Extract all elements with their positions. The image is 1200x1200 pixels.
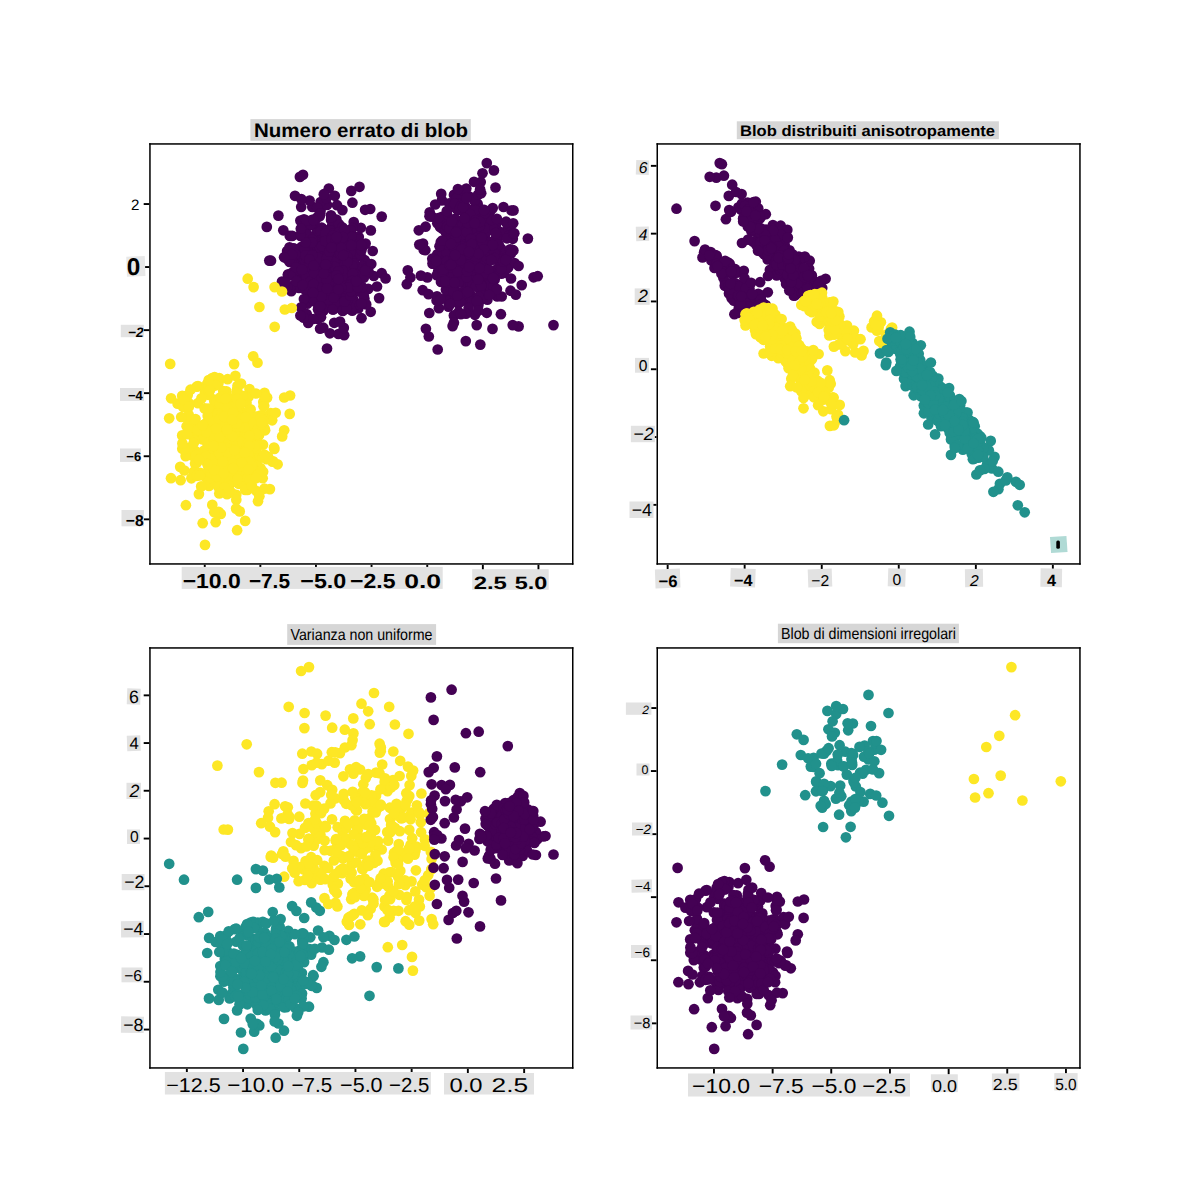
svg-text:2: 2 <box>641 703 649 717</box>
svg-text:−6: −6 <box>658 572 677 591</box>
svg-text:5.0: 5.0 <box>1055 1076 1077 1094</box>
svg-text:2.5: 2.5 <box>474 573 507 593</box>
svg-text:−7.5: −7.5 <box>759 1076 804 1098</box>
svg-text:2: 2 <box>128 781 139 801</box>
svg-text:Numero errato di blob: Numero errato di blob <box>254 120 468 142</box>
svg-text:−8: −8 <box>123 1015 143 1035</box>
svg-text:−4: −4 <box>632 500 652 520</box>
svg-text:−2.5: −2.5 <box>862 1076 906 1098</box>
svg-text:0.0: 0.0 <box>450 1075 483 1097</box>
svg-text:−2: −2 <box>124 872 144 892</box>
svg-text:−12.5: −12.5 <box>166 1075 221 1097</box>
svg-text:−2.5: −2.5 <box>350 571 396 593</box>
svg-text:0.0: 0.0 <box>404 571 441 593</box>
svg-text:5.0: 5.0 <box>515 573 548 593</box>
svg-text:−2.5: −2.5 <box>389 1075 429 1097</box>
svg-text:0: 0 <box>127 254 141 281</box>
svg-text:2.5: 2.5 <box>492 1075 529 1097</box>
svg-text:0: 0 <box>130 829 139 846</box>
svg-text:−6: −6 <box>124 968 142 985</box>
svg-text:−5.0: −5.0 <box>811 1076 856 1098</box>
svg-text:6: 6 <box>129 687 139 707</box>
svg-text:−8: −8 <box>126 513 144 530</box>
svg-text:0: 0 <box>892 572 901 589</box>
svg-text:2: 2 <box>637 286 648 306</box>
svg-text:−6: −6 <box>635 945 650 960</box>
svg-text:2: 2 <box>969 573 979 590</box>
svg-text:4: 4 <box>1047 572 1056 590</box>
svg-text:4: 4 <box>130 734 139 753</box>
svg-text:Varianza non uniforme: Varianza non uniforme <box>291 627 433 644</box>
svg-text:−5.0: −5.0 <box>300 571 346 593</box>
svg-text:2: 2 <box>131 197 139 214</box>
svg-text:−4: −4 <box>734 572 752 590</box>
svg-text:0: 0 <box>639 358 648 375</box>
svg-text:−10.0: −10.0 <box>692 1076 750 1098</box>
svg-text:Blob distribuiti anisotropamen: Blob distribuiti anisotropamente <box>740 123 995 140</box>
svg-text:−4: −4 <box>123 919 143 939</box>
svg-text:0: 0 <box>642 763 649 777</box>
svg-text:4: 4 <box>639 227 648 244</box>
svg-text:−8: −8 <box>634 1016 651 1032</box>
svg-text:−5.0: −5.0 <box>340 1075 383 1097</box>
svg-text:2.5: 2.5 <box>993 1076 1018 1094</box>
svg-text:Blob di dimensioni irregolari: Blob di dimensioni irregolari <box>781 626 956 643</box>
svg-text:−10.0: −10.0 <box>183 571 241 593</box>
svg-text:−7.5: −7.5 <box>249 571 290 593</box>
svg-text:−6: −6 <box>126 449 141 464</box>
svg-text:−2: −2 <box>636 822 652 837</box>
svg-text:−2: −2 <box>128 325 144 340</box>
svg-text:−4: −4 <box>128 388 144 403</box>
svg-text:0.0: 0.0 <box>932 1076 957 1096</box>
svg-text:−2: −2 <box>811 573 829 590</box>
svg-text:−10.0: −10.0 <box>227 1075 284 1097</box>
svg-text:−7.5: −7.5 <box>292 1075 333 1097</box>
svg-text:6: 6 <box>639 160 648 177</box>
svg-text:−4: −4 <box>635 879 651 894</box>
svg-text:−2: −2 <box>633 424 653 444</box>
